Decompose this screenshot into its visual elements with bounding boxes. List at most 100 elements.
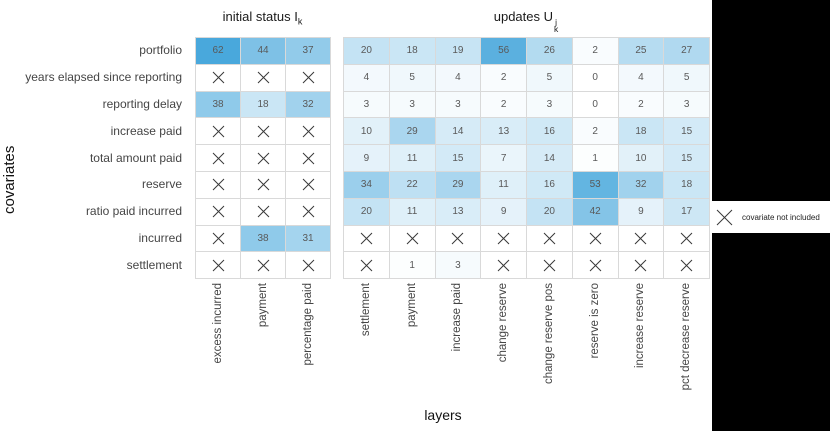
x-cross-icon [212,259,224,272]
x-cross-icon [212,232,224,245]
heatmap-cell: 3 [527,91,573,119]
x-cross-icon [716,209,733,225]
heatmap-cell: 15 [435,145,482,172]
side-black-panel-bottom [712,233,830,431]
heatmap-cell: 32 [286,91,331,119]
heatmap-cell: 13 [435,198,482,226]
legend: covariate not included [712,201,830,233]
heatmap-cell [389,225,436,253]
heatmap-cell: 37 [286,38,331,65]
heatmap-cell: 22 [389,171,436,199]
heatmap-cell [481,225,527,253]
heatmap-cell: 11 [389,198,436,226]
heatmap-cell: 20 [344,198,390,226]
heatmap-cell: 5 [527,64,573,92]
heatmap-cell: 4 [435,64,482,92]
heatmap-cell: 2 [572,118,619,146]
heatmap-cell [241,171,286,199]
heatmap-cell: 38 [241,225,286,253]
panel-title-initial-status: initial status Ik [195,9,330,27]
heatmap-cell: 14 [527,145,573,172]
heatmap-cell [196,64,241,92]
heatmap-cell [618,225,665,253]
heatmap-cell: 18 [618,118,665,146]
heatmap-cell [572,225,619,253]
column-label: payment [256,283,269,328]
heatmap-cell [481,252,527,280]
heatmap-cell [196,252,241,280]
x-cross-icon [406,232,418,245]
row-labels: portfolio years elapsed since reporting re… [0,37,191,278]
heatmap-cell: 17 [664,198,710,226]
x-cross-icon [360,232,373,245]
heatmap-cell [664,252,710,280]
heatmap-cell: 14 [435,118,482,146]
heatmap-cell: 62 [196,38,241,65]
heatmap-cell: 18 [664,171,710,199]
heatmap-cell: 29 [435,171,482,199]
column-label: settlement [359,283,372,337]
heatmap-cell: 26 [527,38,573,65]
heatmap-cell: 38 [196,91,241,119]
x-cross-icon [360,259,373,272]
heatmap-cell: 5 [664,64,710,92]
heatmap-cell: 25 [618,38,665,65]
column-label: increase reserve [634,283,647,369]
column-label: pct decrease reserve [680,283,693,391]
row-label: reporting delay [102,96,182,111]
column-label: excess incurred [211,283,224,364]
heatmap-cell [344,225,390,253]
panel-title-initial-status-subscript: k [297,16,303,27]
heatmap-cell: 3 [435,252,482,280]
row-label: settlement [126,257,182,272]
heatmap-cell: 32 [618,171,665,199]
row-label: increase paid [110,123,182,138]
heatmap-cell: 53 [572,171,619,199]
x-cross-icon [302,259,314,272]
heatmap-cell: 5 [389,64,436,92]
side-black-panel-top [712,0,830,201]
heatmap-panel-updates: 20 18 19 56 26 2 25 27 4 5 4 2 5 0 4 5 3 3 3 2 3 0 2 3 10 29 14 13 1… [343,37,710,280]
x-cross-icon [680,259,693,272]
column-label: reserve is zero [588,283,601,359]
x-cross-icon [302,71,314,84]
heatmap-cell: 19 [435,38,482,65]
heatmap-cell: 1 [389,252,436,280]
heatmap-cell: 9 [481,198,527,226]
panel-title-updates-subscript: k [554,24,559,34]
x-cross-icon [257,259,269,272]
heatmap-cell: 10 [618,145,665,172]
x-cross-icon [589,259,601,272]
heatmap-cell: 16 [527,171,573,199]
heatmap-panel-initial-status: 62 44 37 38 18 32 38 31 [195,37,331,280]
column-label: percentage paid [301,283,314,366]
heatmap-cell [196,145,241,172]
x-cross-icon [543,232,556,245]
row-label: years elapsed since reporting [25,70,182,85]
heatmap-cell: 4 [344,64,390,92]
heatmap-cell: 18 [241,91,286,119]
heatmap-cell [196,171,241,199]
x-cross-icon [635,232,647,245]
heatmap-cell: 9 [618,198,665,226]
heatmap-cell [527,225,573,253]
x-cross-icon [302,125,314,138]
heatmap-cell: 42 [572,198,619,226]
x-cross-icon [212,205,224,218]
x-cross-icon [452,232,464,245]
heatmap-cell [286,171,331,199]
heatmap-cell [286,118,331,146]
x-cross-icon [680,232,693,245]
x-cross-icon [302,179,314,191]
heatmap-cell: 56 [481,38,527,65]
heatmap-cell: 2 [481,91,527,119]
x-axis-label: layers [424,407,462,423]
heatmap-cell: 3 [664,91,710,119]
x-cross-icon [212,71,224,84]
heatmap-cell [241,252,286,280]
x-cross-icon [212,152,224,164]
x-cross-icon [497,259,510,272]
